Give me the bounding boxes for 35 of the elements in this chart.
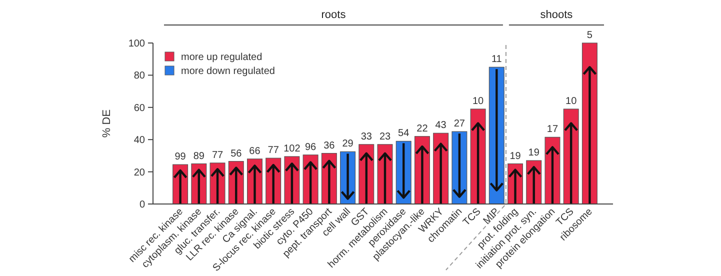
legend-label: more down regulated bbox=[181, 66, 275, 77]
annotation: 96 bbox=[305, 142, 317, 153]
annotation: 36 bbox=[324, 140, 336, 152]
text: roots bbox=[321, 9, 346, 21]
annotation: 5 bbox=[586, 30, 593, 41]
annotation: 77 bbox=[212, 150, 224, 161]
y-tick-label: 80 bbox=[134, 70, 146, 82]
annotation: 19 bbox=[528, 148, 540, 159]
x-tick-label: TCS bbox=[461, 206, 484, 228]
annotation: 77 bbox=[268, 145, 280, 156]
y-tick-label: 20 bbox=[134, 167, 146, 178]
annotation: 23 bbox=[379, 131, 391, 142]
annotation: 11 bbox=[491, 54, 502, 66]
annotation: 10 bbox=[566, 96, 578, 108]
text: shoots bbox=[540, 9, 574, 21]
annotation: 19 bbox=[510, 150, 522, 162]
y-axis-title: % DE bbox=[101, 109, 113, 138]
annotation: 22 bbox=[416, 123, 428, 134]
y-tick-label: 100 bbox=[128, 38, 146, 50]
y-tick-label: 40 bbox=[134, 135, 146, 146]
annotation: 89 bbox=[193, 150, 205, 162]
annotation: 56 bbox=[230, 148, 242, 160]
annotation: 29 bbox=[342, 138, 354, 150]
annotation: 66 bbox=[249, 146, 261, 157]
y-tick-label: 0 bbox=[139, 200, 146, 210]
annotation: 54 bbox=[398, 128, 410, 140]
legend-label: more up regulated bbox=[181, 52, 262, 63]
y-tick-label: 60 bbox=[134, 102, 146, 114]
annotation: 102 bbox=[284, 144, 301, 155]
annotation: 27 bbox=[454, 118, 466, 130]
annotation: 43 bbox=[435, 120, 447, 132]
annotation: 33 bbox=[360, 131, 372, 142]
annotation: 17 bbox=[546, 124, 558, 136]
annotation: 99 bbox=[174, 152, 186, 163]
annotation: 10 bbox=[472, 96, 484, 108]
